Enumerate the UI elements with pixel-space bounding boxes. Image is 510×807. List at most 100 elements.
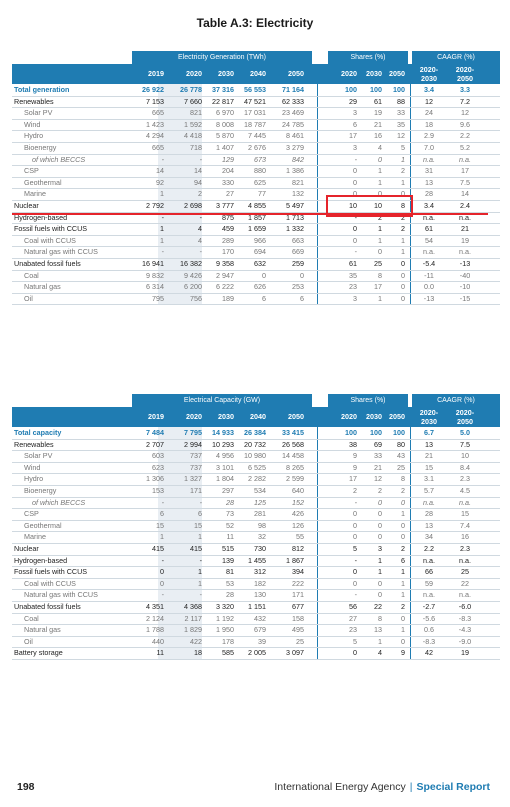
value-cell: 1 327 — [184, 474, 202, 484]
caagr-cell: 3.3 — [460, 85, 470, 94]
share-cell: 21 — [374, 462, 382, 472]
value-cell: 1 386 — [286, 166, 304, 176]
share-cell: - — [354, 154, 357, 164]
value-cell: 1 713 — [286, 212, 304, 222]
column-separator — [410, 427, 411, 659]
row-label: Wind — [24, 462, 41, 472]
value-cell: 8 008 — [216, 119, 234, 129]
value-cell: 71 164 — [282, 85, 304, 94]
value-cell: - — [161, 212, 164, 222]
caagr-cell: 2.3 — [460, 544, 470, 553]
value-cell: 132 — [292, 189, 304, 199]
share-cell: 17 — [374, 282, 382, 292]
value-cell: 6 525 — [248, 462, 266, 472]
value-cell: 125 — [254, 497, 266, 507]
value-cell: 26 384 — [244, 428, 266, 437]
caagr-cell: 24 — [425, 108, 433, 118]
value-cell: 623 — [152, 462, 164, 472]
share-cell: 1 — [401, 509, 405, 519]
year-header: 2050 — [288, 412, 304, 421]
footer-credit: International Energy Agency | Special Repo… — [274, 781, 490, 793]
year-header: 2030 — [218, 412, 234, 421]
value-cell: 62 333 — [282, 96, 304, 106]
caagr-cell: 2.3 — [460, 474, 470, 484]
caagr-cell: n.a. — [459, 497, 471, 507]
caagr-cell: 66 — [425, 567, 433, 577]
share-cell: 88 — [397, 96, 405, 106]
value-cell: 673 — [254, 154, 266, 164]
table-row: Total generation 26 922 26 778 37 316 56 553… — [12, 84, 500, 97]
share-cell: 0 — [353, 509, 357, 519]
share-cell: 2 — [401, 166, 405, 176]
share-cell: 5 — [353, 636, 357, 646]
table-row: Natural gas 1 788 1 829 1 950 679 495 23 13 1 0.6… — [12, 624, 500, 637]
page-number: 198 — [17, 781, 35, 793]
table-row: Coal 9 832 9 426 2 947 0 0 35 8 0 -11 -40 — [12, 270, 500, 283]
caagr-cell: -2.7 — [422, 602, 436, 611]
caagr-cell: 34 — [425, 532, 433, 542]
share-cell: 1 — [401, 590, 405, 600]
value-cell: 1 867 — [286, 555, 304, 565]
row-label: Nuclear — [14, 201, 39, 210]
value-cell: 289 — [222, 235, 234, 245]
value-cell: 56 553 — [244, 85, 266, 94]
row-label: Coal with CCUS — [24, 578, 76, 588]
caagr-cell: 61 — [425, 224, 433, 234]
share-cell: 1 — [401, 177, 405, 187]
band-main-header: Electricity Generation (TWh) — [132, 51, 312, 64]
share-cell: 23 — [349, 282, 357, 292]
caagr-cell: 5.7 — [424, 486, 434, 495]
value-cell: - — [199, 247, 202, 257]
year-header: 2020 — [186, 412, 202, 421]
value-cell: 182 — [254, 578, 266, 588]
value-cell: 2 005 — [248, 648, 266, 658]
series-name: Special Report — [416, 781, 490, 793]
share-cell: 12 — [374, 474, 382, 484]
caagr-cell: 2.2 — [424, 544, 434, 553]
band-main-header: Electrical Capacity (GW) — [132, 394, 312, 407]
table-row: Wind 1 423 1 592 8 008 18 787 24 785 6 21 35 18 9.… — [12, 119, 500, 132]
share-cell: 9 — [353, 451, 357, 461]
table-row: Total capacity 7 484 7 795 14 933 26 384 33 4… — [12, 427, 500, 440]
share-cell: 0 — [378, 590, 382, 600]
value-cell: 665 — [152, 108, 164, 118]
caagr-cell: 13 — [425, 439, 433, 449]
share-cell: 1 — [401, 154, 405, 164]
table-row: Hydrogen-based - - 875 1 857 1 713 - 2 2 n.a. n.a. — [12, 212, 500, 225]
row-label: Unabated fossil fuels — [14, 259, 81, 268]
caagr-cell: -8.3 — [458, 613, 472, 623]
caagr-cell: -5.4 — [422, 259, 436, 268]
share-cell: 10 — [349, 201, 357, 210]
table-row: Wind 623 737 3 101 6 525 8 265 9 21 25 15 8.4 — [12, 462, 500, 475]
column-separator — [317, 427, 318, 659]
table-row: Hydrogen-based - - 139 1 455 1 867 - 1 6 n.a. n.a. — [12, 555, 500, 568]
row-label: Hydrogen-based — [14, 212, 68, 222]
caagr-cell: 0.0 — [424, 282, 434, 292]
value-cell: 11 — [156, 648, 164, 658]
share-cell: 1 — [401, 567, 405, 577]
caagr-cell: 5.0 — [460, 428, 470, 437]
table-row: Renewables 7 153 7 660 22 817 47 521 62 333 29… — [12, 96, 500, 109]
value-cell: 6 200 — [184, 282, 202, 292]
share-cell: 1 — [378, 224, 382, 234]
year-header: 2019 — [148, 69, 164, 78]
share-cell: 6 — [353, 119, 357, 129]
value-cell: 2 117 — [184, 613, 202, 623]
table-row: Unabated fossil fuels 4 351 4 368 3 320 1 15… — [12, 601, 500, 614]
value-cell: 1 151 — [248, 602, 266, 611]
value-cell: 534 — [254, 486, 266, 495]
value-cell: 3 320 — [216, 602, 234, 611]
share-cell: 12 — [397, 131, 405, 141]
value-cell: 2 707 — [146, 439, 164, 449]
row-label: Renewables — [14, 439, 54, 449]
value-cell: 5 497 — [286, 201, 304, 210]
value-cell: 821 — [190, 108, 202, 118]
caagr-cell: 7.4 — [460, 520, 470, 530]
value-cell: - — [161, 247, 164, 257]
row-label: Total capacity — [14, 428, 62, 437]
value-cell: 812 — [292, 544, 304, 553]
share-cell: 2 — [401, 486, 405, 495]
value-cell: 1 829 — [184, 625, 202, 635]
year-header: 2020 — [186, 69, 202, 78]
value-cell: 158 — [292, 613, 304, 623]
